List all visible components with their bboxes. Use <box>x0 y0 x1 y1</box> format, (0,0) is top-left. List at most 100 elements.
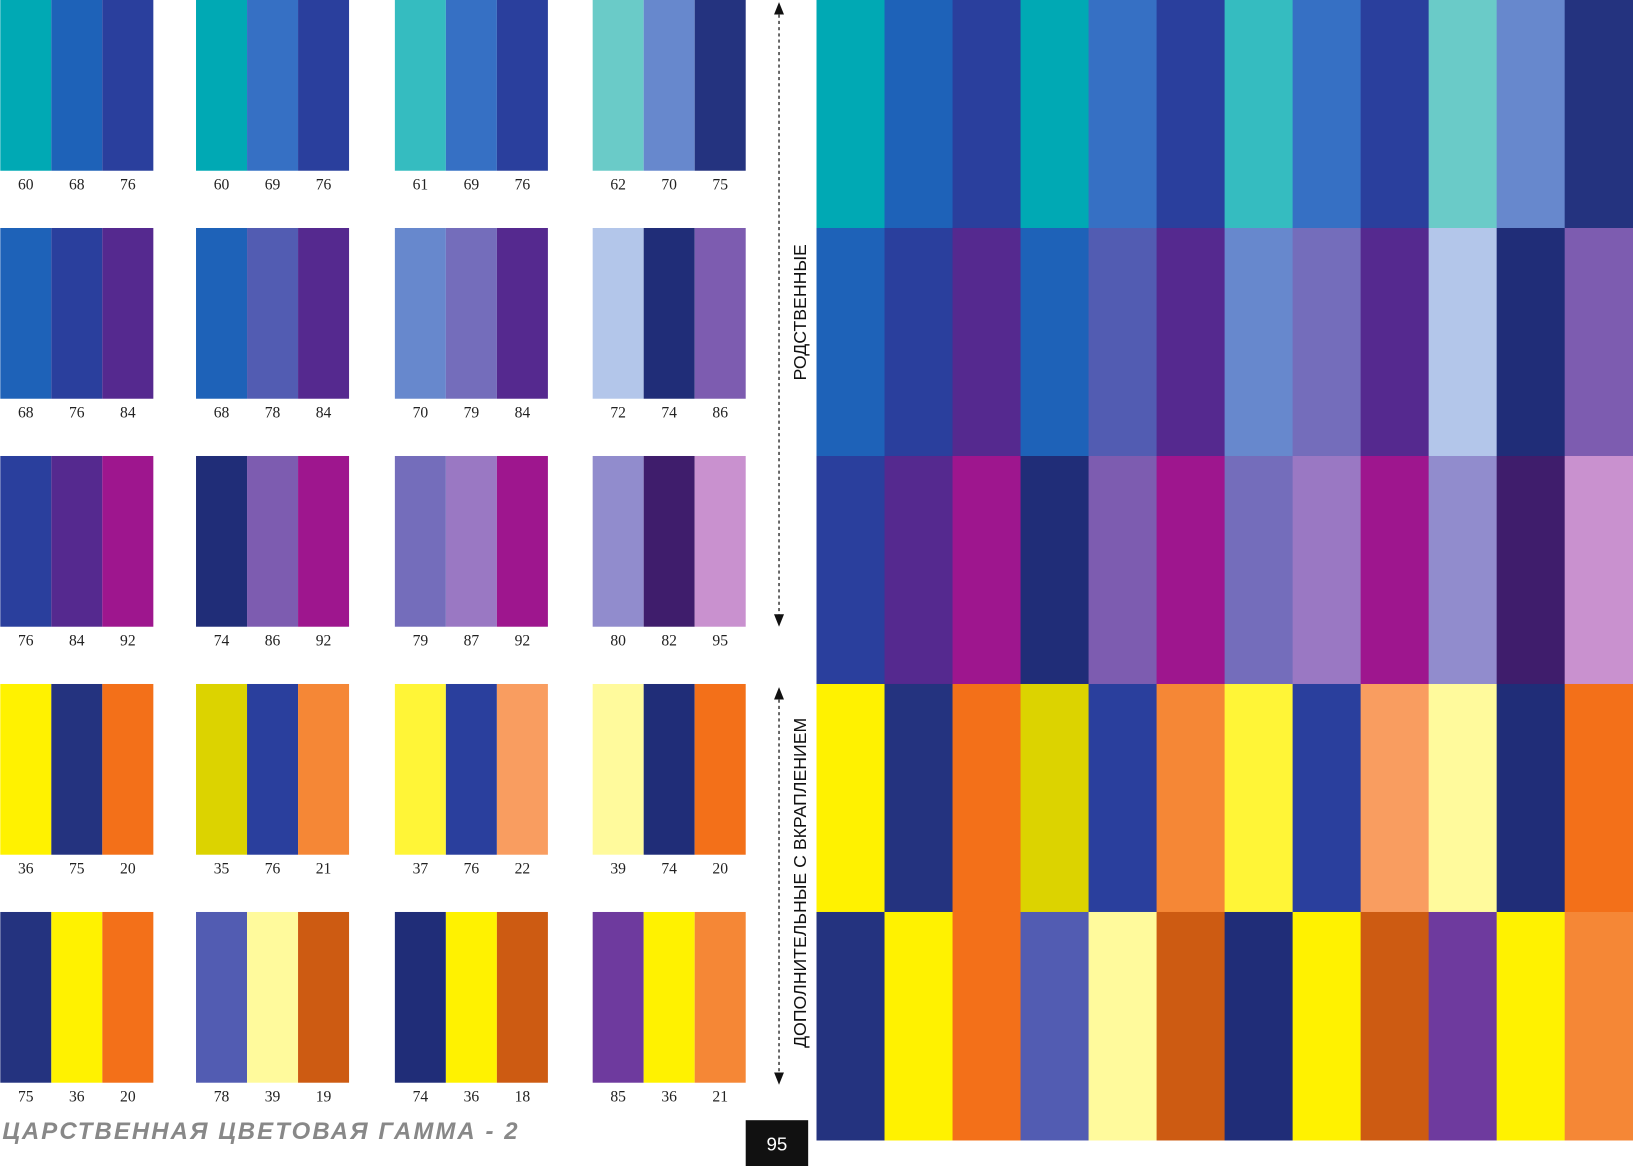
panel-swatch <box>1292 227 1362 457</box>
color-panel <box>816 0 1633 1141</box>
panel-swatch <box>1088 455 1158 685</box>
panel-swatch <box>1292 683 1362 913</box>
panel-swatch <box>952 911 1022 1141</box>
swatch-number: 70 <box>661 176 677 193</box>
panel-swatch <box>1292 911 1362 1141</box>
color-swatch <box>694 0 746 171</box>
color-swatch <box>496 911 548 1083</box>
color-swatch <box>196 683 248 855</box>
panel-swatch <box>1292 455 1362 685</box>
panel-swatch <box>1292 0 1362 229</box>
swatch-number: 37 <box>413 860 429 877</box>
swatch-number: 86 <box>712 404 728 421</box>
color-swatch <box>445 0 497 171</box>
panel-swatch <box>1156 0 1226 229</box>
swatch-number: 70 <box>413 404 429 421</box>
panel-swatch <box>1496 227 1566 457</box>
color-swatch <box>643 227 695 399</box>
color-swatch <box>247 683 299 855</box>
panel-swatch <box>1428 455 1498 685</box>
color-swatch <box>102 0 154 171</box>
panel-swatch <box>952 0 1022 229</box>
color-swatch <box>445 911 497 1083</box>
swatch-number: 76 <box>464 860 480 877</box>
swatch-number: 78 <box>265 404 281 421</box>
page-number: 95 <box>767 1133 788 1154</box>
swatch-number: 76 <box>316 176 332 193</box>
color-swatch <box>196 455 248 627</box>
color-swatch <box>445 683 497 855</box>
color-swatch <box>643 455 695 627</box>
panel-swatch <box>1224 227 1294 457</box>
panel-swatch <box>1224 0 1294 229</box>
color-swatch <box>247 455 299 627</box>
panel-swatch <box>884 911 954 1141</box>
color-swatch <box>643 0 695 171</box>
panel-swatch <box>1360 911 1430 1141</box>
swatch-number: 79 <box>413 632 429 649</box>
swatch-number: 36 <box>661 1088 677 1105</box>
swatch-number: 74 <box>661 860 677 877</box>
swatch-number: 76 <box>515 176 531 193</box>
swatch-number: 72 <box>610 404 626 421</box>
swatch-number: 36 <box>69 1088 85 1105</box>
swatch-number: 84 <box>69 632 85 649</box>
swatch-number: 22 <box>515 860 531 877</box>
panel-swatch <box>1156 911 1226 1141</box>
swatch-number: 76 <box>18 632 34 649</box>
color-swatch <box>247 227 299 399</box>
color-swatch <box>643 683 695 855</box>
swatch-number: 75 <box>18 1088 34 1105</box>
swatch-number: 61 <box>413 176 429 193</box>
color-swatch <box>592 911 644 1083</box>
panel-swatch <box>1360 455 1430 685</box>
footer-title: ЦАРСТВЕННАЯ ЦВЕТОВАЯ ГАММА - 2 <box>2 1118 519 1145</box>
panel-swatch <box>1020 911 1090 1141</box>
color-swatch <box>592 455 644 627</box>
color-swatch <box>694 683 746 855</box>
color-swatch <box>394 911 446 1083</box>
side-label: РОДСТВЕННЫЕ <box>790 244 810 381</box>
swatch-number: 79 <box>464 404 480 421</box>
swatch-number: 76 <box>265 860 281 877</box>
swatch-number: 76 <box>120 176 136 193</box>
swatch-number: 86 <box>265 632 281 649</box>
swatch-grid: 60 68 76 60 69 76 61 69 76 62 70 75 68 76 84 68 78 84 70 79… <box>0 0 746 1105</box>
swatch-number: 84 <box>120 404 136 421</box>
panel-swatch <box>1156 683 1226 913</box>
panel-swatch <box>1088 0 1158 229</box>
color-swatch <box>394 455 446 627</box>
panel-swatch <box>1020 455 1090 685</box>
swatch-number: 92 <box>120 632 136 649</box>
panel-swatch <box>1360 227 1430 457</box>
swatch-number: 36 <box>18 860 34 877</box>
swatch-number: 80 <box>610 632 626 649</box>
panel-swatch <box>1428 0 1498 229</box>
color-swatch <box>102 683 154 855</box>
color-swatch <box>394 683 446 855</box>
panel-swatch <box>1564 911 1633 1141</box>
panel-swatch <box>884 683 954 913</box>
color-swatch <box>0 0 52 171</box>
swatch-number: 76 <box>69 404 85 421</box>
swatch-number: 87 <box>464 632 480 649</box>
color-swatch <box>694 911 746 1083</box>
color-swatch <box>0 911 52 1083</box>
color-swatch <box>51 455 103 627</box>
color-swatch <box>643 911 695 1083</box>
panel-swatch <box>816 0 886 229</box>
color-swatch <box>298 227 350 399</box>
color-swatch <box>592 227 644 399</box>
swatch-number: 68 <box>69 176 85 193</box>
swatch-number: 21 <box>316 860 332 877</box>
color-swatch <box>51 911 103 1083</box>
color-swatch <box>102 227 154 399</box>
color-swatch <box>298 683 350 855</box>
swatch-number: 60 <box>18 176 34 193</box>
panel-swatch <box>1020 0 1090 229</box>
color-swatch <box>496 683 548 855</box>
color-swatch <box>247 0 299 171</box>
panel-swatch <box>1224 683 1294 913</box>
